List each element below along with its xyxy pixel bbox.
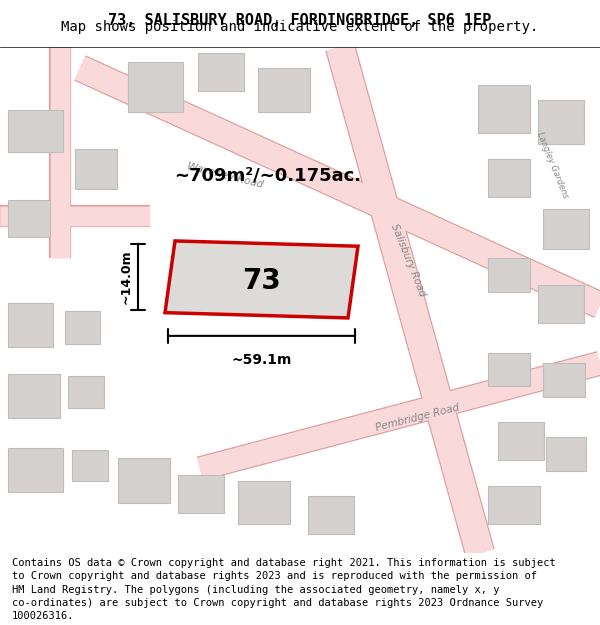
Polygon shape: [538, 285, 584, 323]
Text: ~14.0m: ~14.0m: [120, 249, 133, 304]
Polygon shape: [258, 68, 310, 112]
Text: co-ordinates) are subject to Crown copyright and database rights 2023 Ordnance S: co-ordinates) are subject to Crown copyr…: [12, 598, 543, 608]
Text: ~709m²/~0.175ac.: ~709m²/~0.175ac.: [175, 166, 362, 184]
Polygon shape: [65, 311, 100, 344]
Polygon shape: [238, 481, 290, 524]
Polygon shape: [8, 374, 60, 418]
Text: 73, SALISBURY ROAD, FORDINGBRIDGE, SP6 1EP: 73, SALISBURY ROAD, FORDINGBRIDGE, SP6 1…: [109, 13, 491, 28]
Text: Waverley Road: Waverley Road: [186, 161, 264, 190]
Polygon shape: [8, 110, 63, 152]
Polygon shape: [178, 475, 224, 513]
Polygon shape: [488, 352, 530, 386]
Text: ~59.1m: ~59.1m: [232, 352, 292, 367]
Polygon shape: [488, 486, 540, 524]
Polygon shape: [75, 149, 117, 189]
Polygon shape: [8, 200, 50, 237]
Polygon shape: [118, 458, 170, 503]
Polygon shape: [488, 258, 530, 291]
Text: Pembridge Road: Pembridge Road: [375, 403, 461, 433]
Polygon shape: [8, 448, 63, 492]
Polygon shape: [543, 363, 585, 397]
Text: HM Land Registry. The polygons (including the associated geometry, namely x, y: HM Land Registry. The polygons (includin…: [12, 585, 499, 595]
Polygon shape: [308, 496, 354, 534]
Polygon shape: [498, 422, 544, 460]
Polygon shape: [72, 450, 108, 481]
Text: Map shows position and indicative extent of the property.: Map shows position and indicative extent…: [61, 20, 539, 34]
Polygon shape: [165, 241, 358, 318]
Text: 73: 73: [242, 267, 281, 295]
Polygon shape: [128, 62, 183, 112]
Polygon shape: [488, 159, 530, 197]
Polygon shape: [546, 437, 586, 471]
Polygon shape: [478, 85, 530, 133]
Text: to Crown copyright and database rights 2023 and is reproduced with the permissio: to Crown copyright and database rights 2…: [12, 571, 537, 581]
Polygon shape: [8, 303, 53, 348]
Polygon shape: [198, 53, 244, 91]
Text: 100026316.: 100026316.: [12, 611, 74, 621]
Polygon shape: [538, 99, 584, 144]
Polygon shape: [543, 209, 589, 249]
Text: Langley Gardens: Langley Gardens: [535, 131, 569, 199]
Polygon shape: [68, 376, 104, 408]
Text: Salisbury Road: Salisbury Road: [389, 222, 427, 298]
Text: Contains OS data © Crown copyright and database right 2021. This information is : Contains OS data © Crown copyright and d…: [12, 558, 556, 568]
